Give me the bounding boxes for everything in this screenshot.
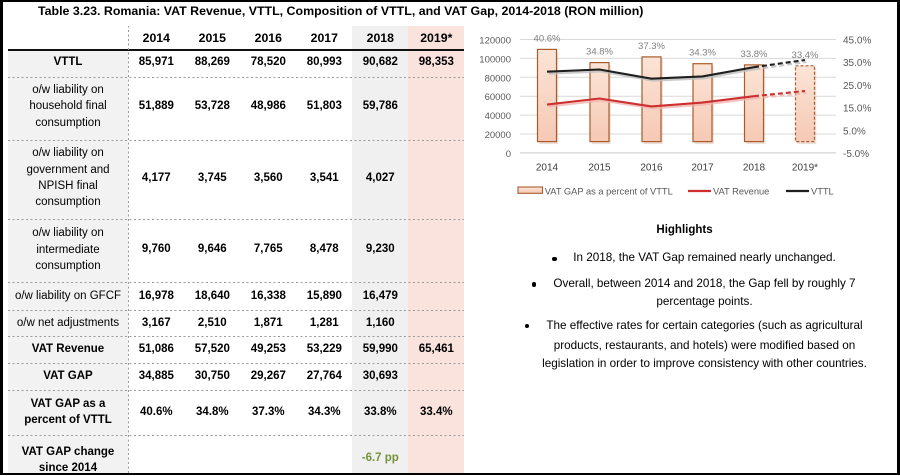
svg-text:120000: 120000 bbox=[479, 36, 511, 47]
svg-text:80000: 80000 bbox=[485, 73, 511, 84]
svg-text:VTTL: VTTL bbox=[811, 187, 834, 197]
svg-text:2015: 2015 bbox=[588, 162, 611, 173]
svg-text:15.0%: 15.0% bbox=[843, 104, 871, 115]
svg-text:20000: 20000 bbox=[485, 130, 511, 141]
svg-text:VAT Revenue: VAT Revenue bbox=[713, 187, 769, 197]
svg-text:25.0%: 25.0% bbox=[843, 81, 871, 92]
svg-text:5.0%: 5.0% bbox=[843, 126, 866, 137]
svg-text:34.3%: 34.3% bbox=[689, 48, 716, 59]
svg-text:-5.0%: -5.0% bbox=[843, 149, 869, 160]
svg-text:2016: 2016 bbox=[640, 162, 663, 173]
svg-text:40000: 40000 bbox=[485, 111, 511, 122]
svg-text:2018: 2018 bbox=[743, 162, 766, 173]
svg-text:35.0%: 35.0% bbox=[843, 58, 871, 69]
svg-text:VAT GAP as a percent of VTTL: VAT GAP as a percent of VTTL bbox=[545, 187, 673, 197]
svg-text:34.8%: 34.8% bbox=[586, 47, 613, 58]
svg-text:0: 0 bbox=[506, 149, 511, 160]
svg-text:33.4%: 33.4% bbox=[792, 50, 819, 61]
svg-text:2017: 2017 bbox=[691, 162, 714, 173]
svg-text:45.0%: 45.0% bbox=[843, 36, 871, 47]
svg-text:2019*: 2019* bbox=[792, 162, 818, 173]
svg-text:60000: 60000 bbox=[485, 92, 511, 103]
svg-text:37.3%: 37.3% bbox=[638, 41, 665, 52]
svg-text:100000: 100000 bbox=[479, 54, 511, 65]
svg-text:33.8%: 33.8% bbox=[741, 49, 768, 60]
svg-text:2014: 2014 bbox=[536, 162, 559, 173]
svg-text:40.6%: 40.6% bbox=[534, 33, 561, 44]
